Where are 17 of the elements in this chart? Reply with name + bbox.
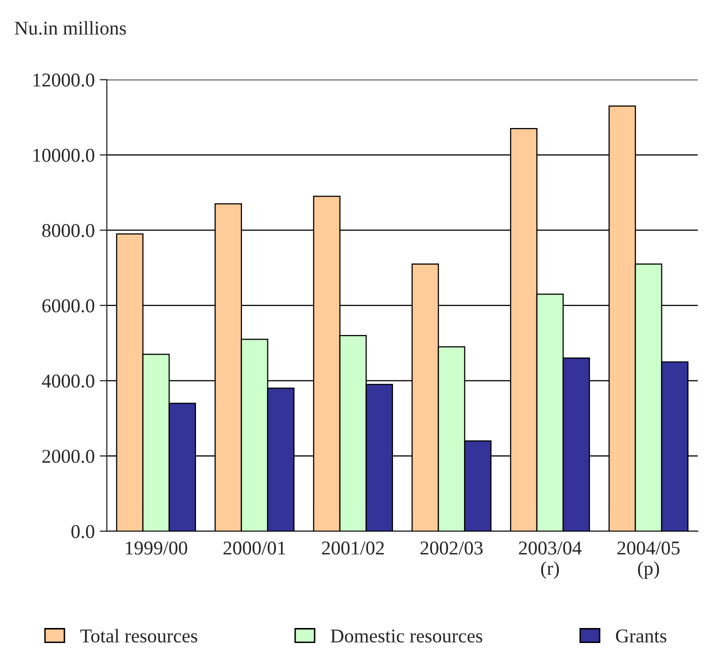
y-tick-label: 4000.0 <box>42 374 94 388</box>
y-tick-label: 2000.0 <box>42 450 94 463</box>
y-tick-label: 12000.0 <box>34 73 94 87</box>
legend-label: Total resources <box>80 628 198 643</box>
y-tick-label: 0.0 <box>71 525 94 538</box>
x-tick-label: 1999/00 <box>126 541 188 555</box>
legend-label: Domestic resources <box>330 629 482 643</box>
y-tick-label: 10000.0 <box>34 148 94 162</box>
y-tick-label: 8000.0 <box>42 224 94 238</box>
x-tick-label: 2002/03 <box>420 541 483 555</box>
x-tick-label: 2003/04 (r) <box>519 541 582 579</box>
y-tick-label: 6000.0 <box>42 299 94 312</box>
x-tick-label: 2001/02 <box>322 541 384 555</box>
y-axis-title: Nu.in millions <box>14 21 126 35</box>
legend-label: Grants <box>616 629 666 643</box>
x-tick-label: 2004/05 (p) <box>618 541 680 579</box>
x-tick-label: 2000/01 <box>224 541 286 555</box>
